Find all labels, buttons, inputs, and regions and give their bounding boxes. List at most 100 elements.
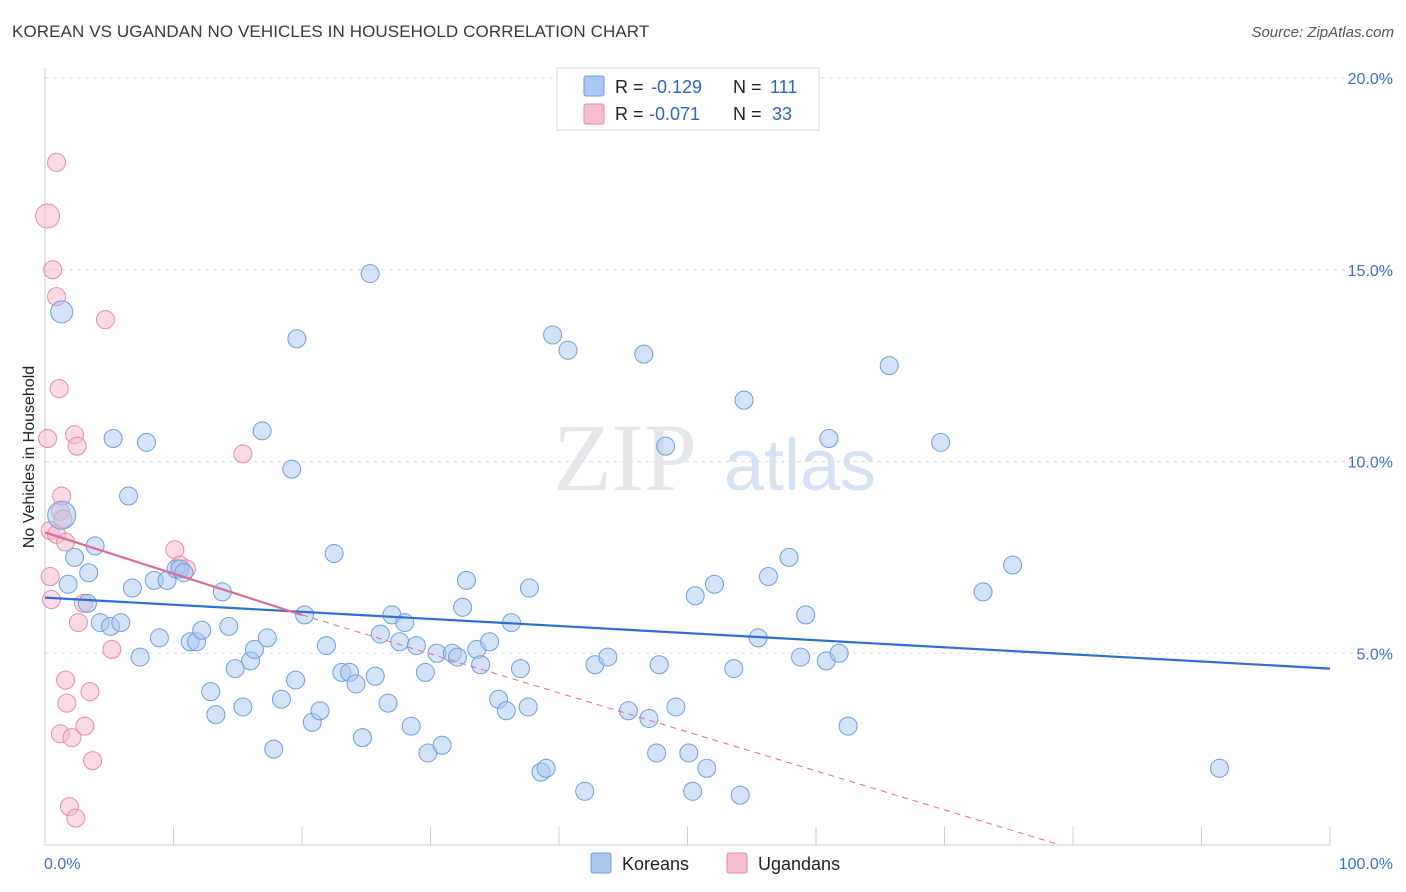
korean-point (401, 716, 421, 736)
korean-point (730, 785, 750, 805)
chart-source: Source: ZipAtlas.com (1251, 24, 1394, 41)
korean-point (758, 567, 778, 587)
korean-point (244, 639, 264, 659)
x-tick-label-min: 0.0% (44, 856, 80, 873)
bottom-legend-ugandans[interactable]: Ugandans (758, 854, 840, 874)
korean-point (79, 563, 99, 583)
ugandan-point (38, 428, 58, 448)
korean-point (1209, 758, 1229, 778)
korean-point (324, 544, 344, 564)
korean-point (519, 578, 539, 598)
korean-point (201, 682, 221, 702)
korean-point (734, 390, 754, 410)
korean-point (219, 616, 239, 636)
korean-point (679, 743, 699, 763)
korean-point (257, 628, 277, 648)
ugandan-trend-line (44, 531, 303, 616)
korean-point (973, 582, 993, 602)
bottom-legend-koreans[interactable]: Koreans (622, 854, 689, 874)
korean-point (829, 643, 849, 663)
ugandan-point (68, 613, 88, 633)
ugandan-point (83, 751, 103, 771)
watermark-atlas: atlas (724, 426, 876, 506)
korean-point (447, 647, 467, 667)
korean-point (649, 655, 669, 675)
ugandan-point (56, 670, 76, 690)
korean-point (192, 620, 212, 640)
bottom-swatch-ugandans[interactable] (726, 852, 748, 874)
legend-r-label-2: R = (615, 104, 644, 124)
korean-points (47, 264, 1229, 805)
ugandan-point (62, 728, 82, 748)
ugandan-point (67, 436, 87, 456)
legend-swatch-koreans (583, 75, 605, 97)
korean-point (496, 701, 516, 721)
korean-point (286, 670, 306, 690)
korean-point (838, 716, 858, 736)
korean-point (683, 781, 703, 801)
korean-point (406, 636, 426, 656)
korean-trend-line (44, 596, 1331, 670)
korean-point (360, 264, 380, 284)
korean-point (634, 344, 654, 364)
korean-point (796, 605, 816, 625)
korean-point (47, 500, 77, 530)
korean-point (365, 666, 385, 686)
korean-point (432, 735, 452, 755)
korean-point (271, 689, 291, 709)
ugandan-point (95, 310, 115, 330)
korean-point (225, 659, 245, 679)
korean-point (666, 697, 686, 717)
korean-point (103, 428, 123, 448)
korean-point (558, 340, 578, 360)
korean-point (598, 647, 618, 667)
ugandan-point (41, 590, 61, 610)
axes (44, 68, 1331, 846)
legend-r-value-1: -0.129 (651, 77, 702, 97)
korean-point (252, 421, 272, 441)
korean-point (575, 781, 595, 801)
korean-point (931, 432, 951, 452)
legend-n-label-2: N = (733, 104, 762, 124)
legend-n-label-1: N = (733, 77, 762, 97)
ugandan-point (102, 639, 122, 659)
korean-point (130, 647, 150, 667)
korean-point (77, 593, 97, 613)
chart-title: KOREAN VS UGANDAN NO VEHICLES IN HOUSEHO… (12, 22, 650, 41)
ugandan-trend-extension (301, 614, 1061, 846)
ugandan-point (47, 152, 67, 172)
korean-point (618, 701, 638, 721)
korean-point (264, 739, 284, 759)
korean-point (174, 563, 194, 583)
korean-point (879, 356, 899, 376)
ugandan-point (43, 260, 63, 280)
korean-point (233, 697, 253, 717)
ugandan-points (35, 152, 253, 828)
korean-point (390, 632, 410, 652)
korean-point (119, 486, 139, 506)
korean-point (316, 636, 336, 656)
y-axis-label: No Vehicles in Household (21, 366, 38, 548)
korean-point (453, 597, 473, 617)
korean-point (65, 547, 85, 567)
legend-r-label-1: R = (615, 77, 644, 97)
ugandan-point (80, 682, 100, 702)
y-tick-label: 5.0% (1357, 646, 1393, 663)
ugandan-point (66, 808, 86, 828)
korean-point (295, 605, 315, 625)
korean-point (415, 662, 435, 682)
ugandan-point (35, 203, 61, 229)
korean-point (471, 655, 491, 675)
watermark-zip: ZIP (553, 404, 697, 511)
korean-point (50, 300, 74, 324)
korean-point (779, 547, 799, 567)
korean-point (791, 647, 811, 667)
korean-point (697, 758, 717, 778)
correlation-legend: R = -0.129 N = 111 R = -0.071 N = 33 (556, 67, 820, 131)
korean-point (111, 613, 131, 633)
korean-point (724, 659, 744, 679)
korean-point (287, 329, 307, 349)
korean-point (370, 624, 390, 644)
korean-point (647, 743, 667, 763)
bottom-swatch-koreans[interactable] (590, 852, 612, 874)
